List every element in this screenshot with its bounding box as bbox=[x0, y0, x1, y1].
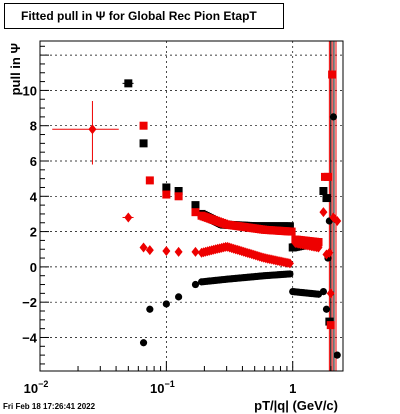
y-tick-label: 8 bbox=[30, 119, 37, 134]
data-point-square bbox=[323, 172, 332, 181]
data-point-square bbox=[328, 70, 337, 79]
data-point-square bbox=[139, 139, 148, 148]
data-point-diamond bbox=[124, 212, 133, 223]
data-point-circle bbox=[329, 113, 338, 121]
x-tick-label: 1 bbox=[289, 381, 296, 396]
data-point-diamond bbox=[319, 207, 328, 218]
data-point-circle bbox=[175, 293, 183, 301]
data-point-diamond bbox=[314, 242, 323, 253]
y-axis-title: pull in Ψ bbox=[8, 43, 23, 95]
x-tick-label-base: 10 bbox=[150, 381, 164, 396]
data-point-circle bbox=[322, 305, 331, 313]
data-point-diamond bbox=[326, 288, 335, 299]
chart-title-suffix: for Global Rec Pion EtapT bbox=[105, 9, 257, 23]
y-tick-label: 6 bbox=[30, 154, 37, 169]
data-point-diamond bbox=[162, 246, 171, 256]
data-point-square bbox=[322, 194, 331, 203]
data-point-circle bbox=[286, 270, 294, 278]
data-point-square bbox=[145, 176, 154, 185]
data-point-circle bbox=[162, 300, 170, 308]
data-point-diamond bbox=[191, 246, 200, 257]
data-point-circle bbox=[333, 351, 341, 359]
data-point-diamond bbox=[325, 247, 334, 258]
data-point-square bbox=[174, 187, 183, 195]
y-tick-label: 0 bbox=[30, 260, 37, 275]
x-tick-label-exponent: −2 bbox=[38, 379, 48, 389]
y-axis-title-symbol: Ψ bbox=[8, 43, 23, 54]
vertical-band-layer bbox=[328, 41, 337, 371]
data-point-square bbox=[191, 208, 200, 217]
data-point-diamond bbox=[333, 216, 342, 226]
data-point-square bbox=[174, 192, 183, 201]
data-point-square bbox=[191, 201, 200, 210]
data-point-square bbox=[285, 222, 294, 231]
x-axis-title: pT/|q| (GeV/c) bbox=[254, 398, 338, 413]
plot-frame bbox=[39, 40, 344, 372]
error-bar-layer bbox=[52, 82, 134, 218]
marker-layer bbox=[88, 70, 342, 359]
y-tick-label: −4 bbox=[22, 330, 38, 345]
chart-title-symbol: Ψ bbox=[95, 9, 106, 23]
data-point-diamond bbox=[174, 246, 183, 257]
y-axis-title-prefix: pull in bbox=[8, 54, 23, 96]
chart-title-prefix: Fitted pull in bbox=[21, 9, 96, 23]
y-tick-label: 10 bbox=[23, 83, 37, 98]
data-point-square bbox=[287, 227, 296, 236]
data-point-square bbox=[162, 183, 171, 192]
data-point-square bbox=[139, 121, 148, 130]
data-point-square bbox=[124, 79, 133, 88]
x-tick-label: 10−2 bbox=[24, 379, 49, 396]
x-tick-label: 10−1 bbox=[150, 379, 175, 396]
data-point-circle bbox=[319, 287, 328, 296]
data-point-square bbox=[326, 321, 335, 330]
y-tick-label: 4 bbox=[30, 189, 38, 204]
data-point-square bbox=[162, 190, 171, 199]
data-point-diamond bbox=[88, 124, 97, 135]
x-tick-label-base: 1 bbox=[289, 381, 296, 396]
data-point-circle bbox=[191, 280, 200, 289]
x-tick-label-base: 10 bbox=[24, 381, 38, 396]
data-point-diamond bbox=[145, 245, 154, 256]
y-tick-label: 2 bbox=[30, 225, 37, 240]
y-tick-label: −2 bbox=[22, 295, 37, 310]
timestamp: Fri Feb 18 17:26:41 2022 bbox=[3, 402, 96, 411]
data-point-circle bbox=[139, 339, 148, 347]
data-point-circle bbox=[146, 305, 154, 313]
x-tick-label-exponent: −1 bbox=[164, 379, 174, 389]
data-point-diamond bbox=[285, 258, 294, 269]
data-point-diamond bbox=[139, 242, 148, 253]
chart-title: Fitted pull in Ψ for Global Rec Pion Eta… bbox=[4, 3, 284, 29]
data-point-square bbox=[314, 238, 323, 247]
grid-layer bbox=[39, 41, 343, 371]
data-point-square bbox=[319, 187, 328, 195]
